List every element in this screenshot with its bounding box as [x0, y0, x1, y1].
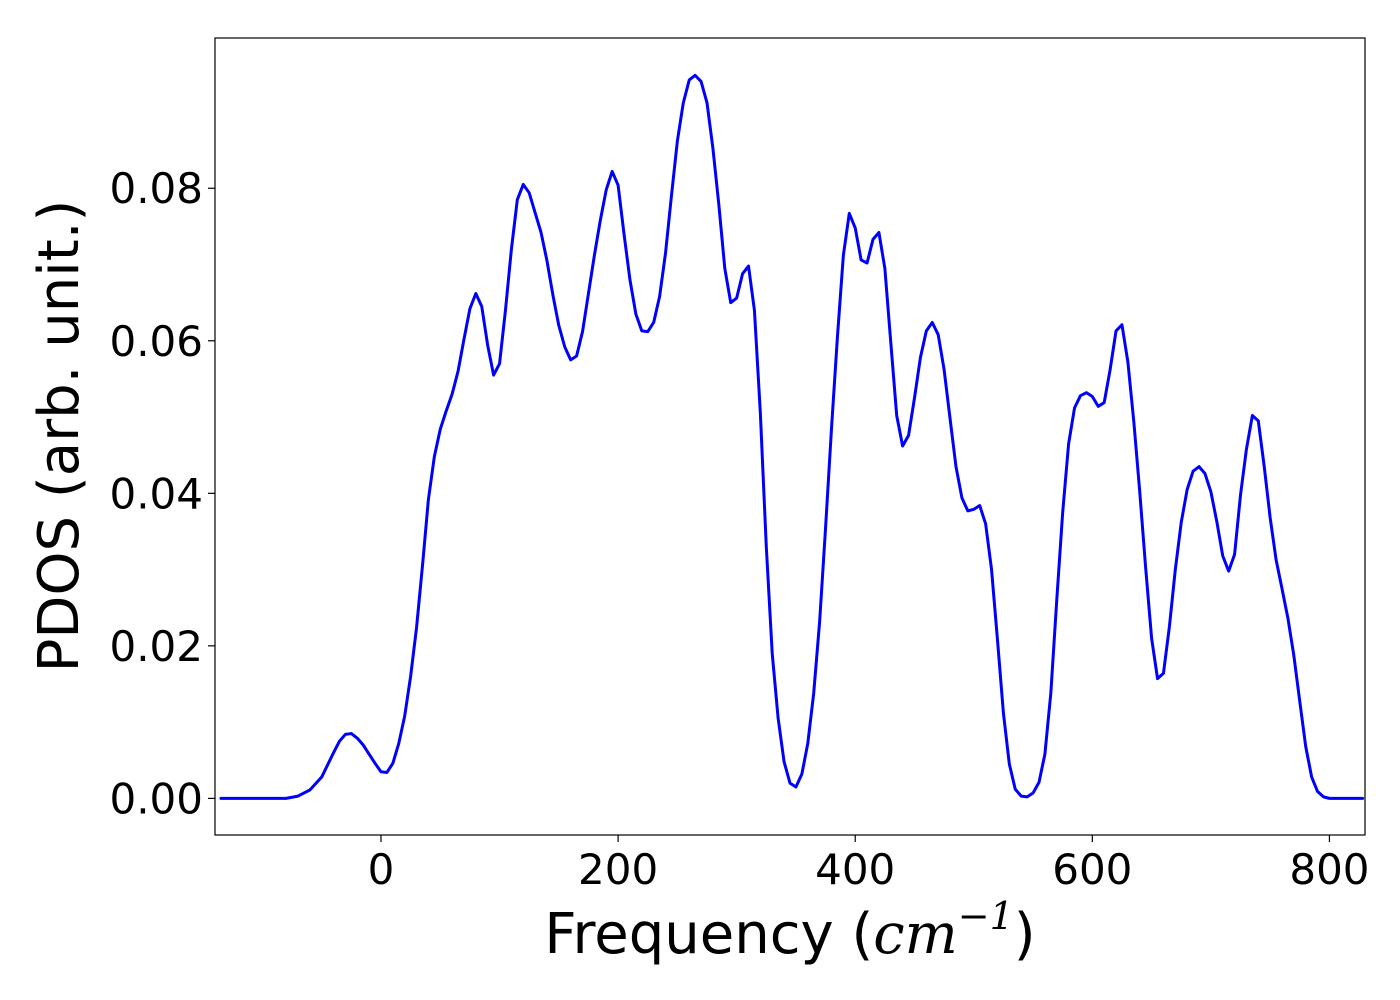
- x-tick-label: 200: [578, 845, 658, 894]
- pdos-series-line: [219, 73, 1365, 800]
- y-tick-label: 0.00: [109, 774, 203, 823]
- y-axis-ticks: 0.00 0.02 0.04 0.06 0.08: [109, 164, 215, 823]
- x-axis-label: Frequency (cm−1): [544, 894, 1035, 967]
- x-tick-label: 400: [815, 845, 895, 894]
- y-tick-label: 0.04: [109, 469, 203, 518]
- x-tick-label: 600: [1052, 845, 1132, 894]
- x-tick-label: 0: [368, 845, 395, 894]
- x-axis-ticks: 0 200 400 600 800: [368, 835, 1370, 894]
- plot-area: [214, 37, 1366, 836]
- y-tick-label: 0.02: [109, 622, 203, 671]
- y-tick-label: 0.06: [109, 317, 203, 366]
- y-tick-label: 0.08: [109, 164, 203, 213]
- y-axis-label: PDOS (arb. unit.): [27, 200, 92, 673]
- x-tick-label: 800: [1289, 845, 1369, 894]
- plot-frame: [214, 37, 1366, 836]
